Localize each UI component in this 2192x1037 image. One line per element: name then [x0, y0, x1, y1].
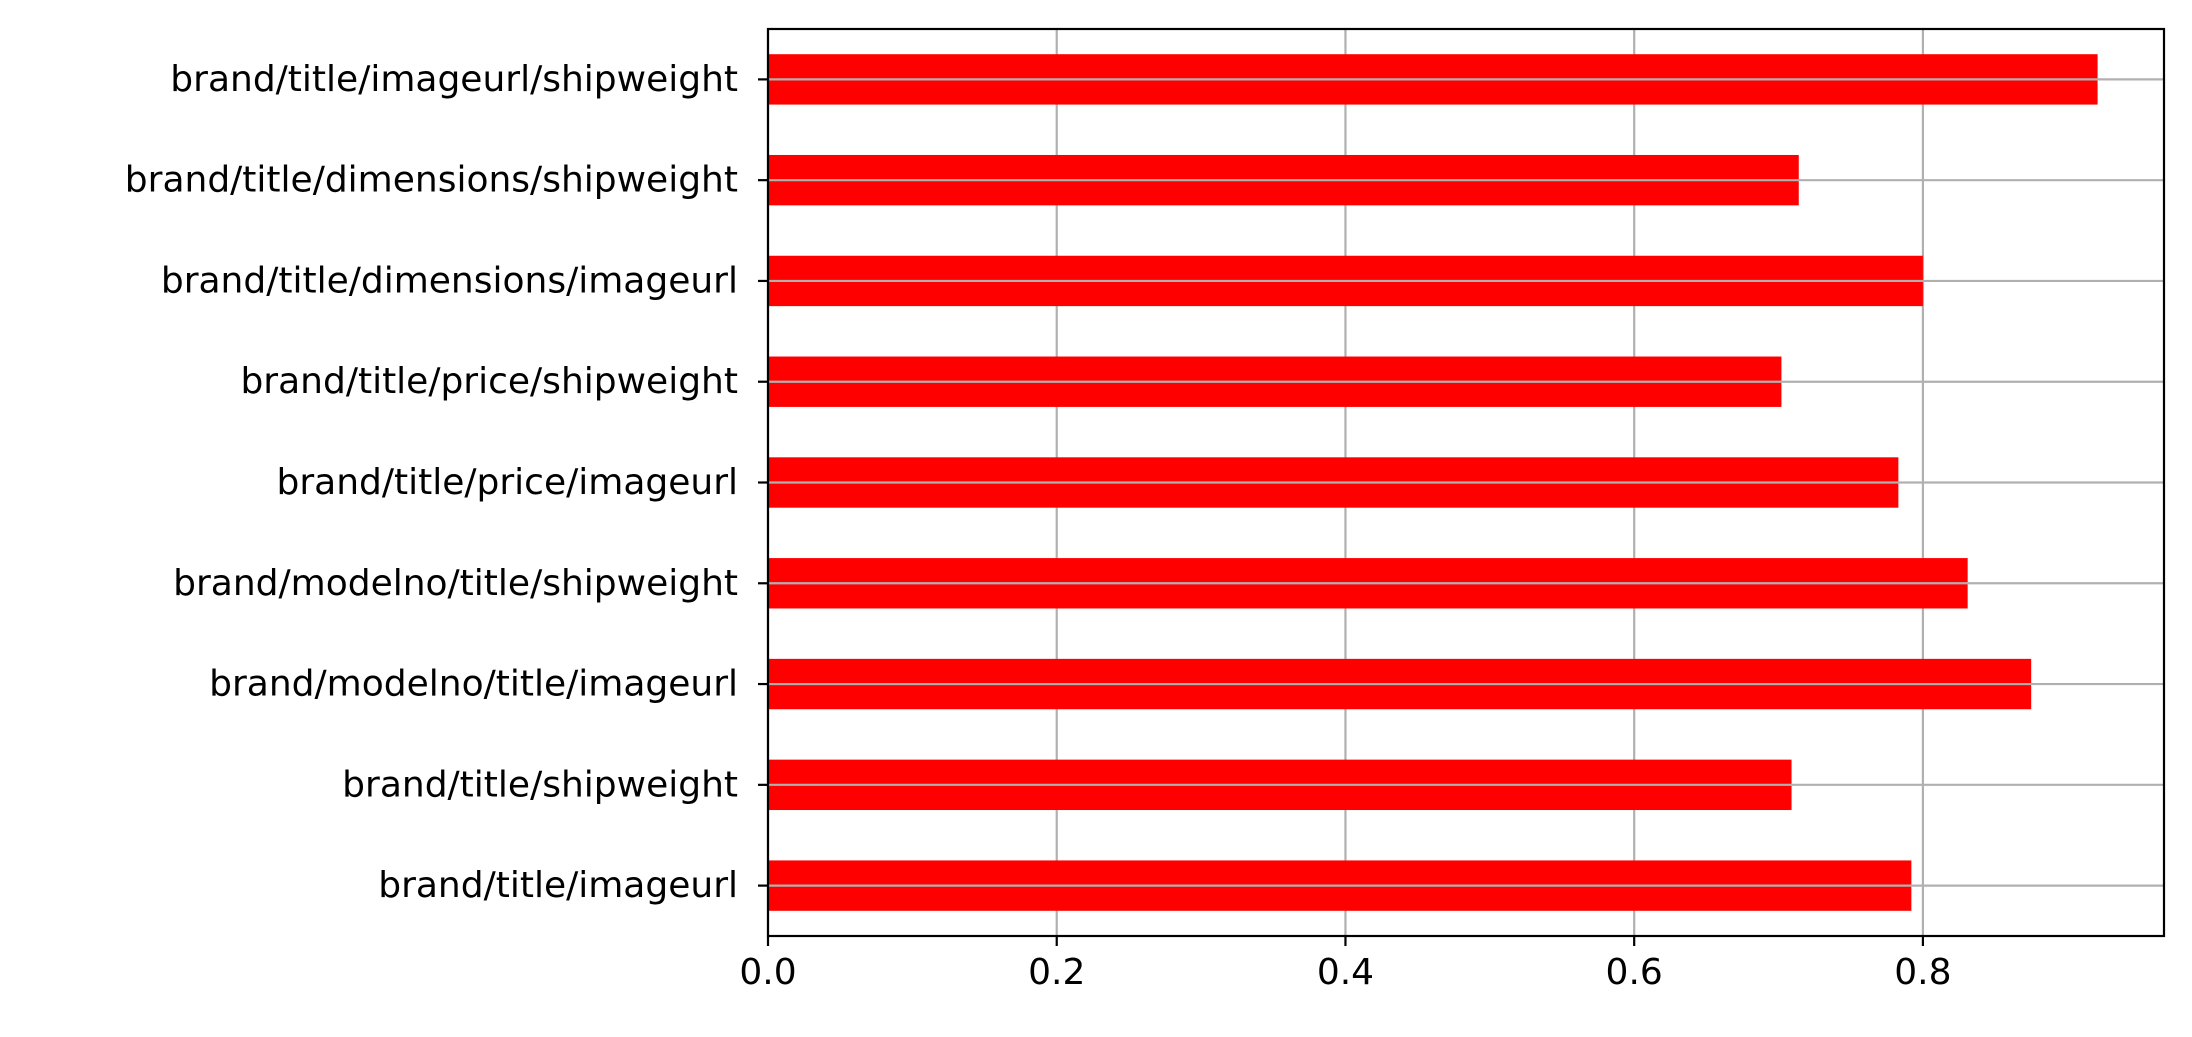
category-label: brand/title/shipweight [342, 764, 738, 805]
y-axis: brand/title/imageurl brand/title/shipweig… [125, 59, 768, 906]
category-label: brand/modelno/title/shipweight [173, 563, 738, 604]
x-tick-label: 0.2 [1028, 952, 1085, 993]
category-label: brand/title/price/shipweight [240, 361, 738, 402]
x-tick-label: 0.4 [1317, 952, 1374, 993]
category-label: brand/title/price/imageurl [277, 462, 739, 503]
category-label: brand/title/imageurl [378, 865, 738, 906]
category-grid [768, 78, 2164, 887]
x-tick-label: 0.8 [1894, 952, 1951, 993]
category-label: brand/modelno/title/imageurl [209, 664, 738, 705]
category-label: brand/title/imageurl/shipweight [170, 59, 738, 100]
x-axis: 0.0 0.2 0.4 0.6 0.8 [739, 936, 1952, 993]
category-label: brand/title/dimensions/shipweight [125, 160, 738, 201]
category-label: brand/title/dimensions/imageurl [161, 260, 738, 301]
x-tick-label: 0.6 [1606, 952, 1663, 993]
x-tick-label: 0.0 [739, 952, 796, 993]
